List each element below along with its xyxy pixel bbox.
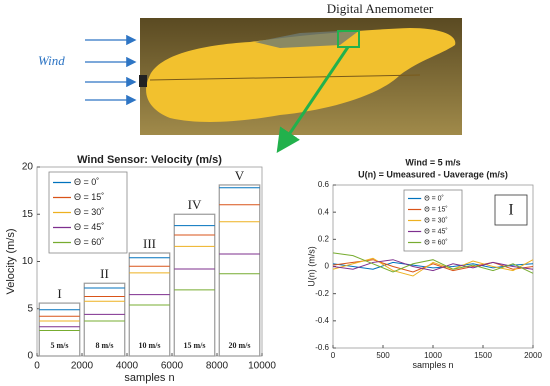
sensor-box [337, 30, 360, 48]
segment-numeral: V [235, 168, 245, 183]
x-tick-label: 2000 [524, 351, 542, 360]
series-line [332, 259, 534, 272]
segment-speed: 10 m/s [139, 341, 161, 350]
legend-label: Θ = 30˚ [424, 216, 448, 224]
x-tick-label: 0 [331, 351, 336, 360]
y-tick-label: 5 [27, 303, 33, 314]
y-tick-label: 0 [27, 351, 33, 362]
y-axis-label: Velocity (m/s) [5, 228, 17, 294]
legend-label: Θ = 30˚ [74, 207, 104, 217]
x-axis-label: samples n [412, 360, 453, 370]
series-line [39, 204, 260, 317]
series-line [332, 261, 534, 270]
x-tick-label: 4000 [116, 361, 139, 372]
y-tick-label: 0.4 [318, 207, 330, 216]
legend-label: Θ = 60˚ [74, 237, 104, 247]
series-line [39, 273, 260, 331]
chart-subtitle: U(n) = Umeasured - Uaverage (m/s) [358, 169, 508, 179]
x-axis-label: samples n [124, 372, 174, 384]
y-tick-label: 0.6 [318, 180, 330, 189]
wind-arrows [85, 34, 137, 106]
segment-box [173, 213, 216, 357]
legend-label: Θ = 45˚ [424, 227, 448, 235]
segment-numeral: II [100, 266, 109, 281]
sensor-label: Digital Anemometer [327, 1, 434, 16]
x-tick-label: 6000 [161, 361, 184, 372]
x-tick-label: 1000 [424, 351, 442, 360]
chart-title: Wind Sensor: Velocity (m/s) [77, 154, 222, 166]
legend-box [48, 171, 128, 254]
series-line [332, 252, 534, 274]
y-axis-label: U(n) (m/s) [307, 246, 317, 287]
legend-label: Θ = 45˚ [74, 222, 104, 232]
y-tick-label: -0.4 [315, 316, 329, 325]
segment-numeral: III [143, 236, 156, 251]
annotation: I [508, 202, 513, 219]
y-tick-label: 0.2 [318, 234, 330, 243]
y-tick-label: 20 [22, 162, 34, 173]
segment-speed: 20 m/s [229, 341, 251, 350]
legend-label: Θ = 60˚ [424, 238, 448, 246]
wind-label: Wind [38, 53, 65, 68]
segment-speed: 8 m/s [96, 341, 114, 350]
segment-speed: 15 m/s [184, 341, 206, 350]
legend-label: Θ = 0˚ [424, 194, 444, 202]
y-tick-label: -0.6 [315, 343, 329, 352]
segment-numeral: IV [188, 197, 202, 212]
legend-label: Θ = 15˚ [424, 205, 448, 213]
segment-box [83, 282, 126, 357]
y-tick-label: 0 [325, 262, 330, 271]
x-tick-label: 1500 [474, 351, 492, 360]
series-line [39, 187, 260, 311]
y-tick-label: 15 [22, 209, 34, 220]
chart-title: Wind = 5 m/s [405, 157, 460, 167]
legend-label: Θ = 15˚ [74, 192, 104, 202]
segment-box [218, 184, 261, 357]
x-tick-label: 500 [376, 351, 390, 360]
segment-speed: 5 m/s [51, 341, 69, 350]
segment-numeral: I [57, 286, 61, 301]
x-tick-label: 2000 [71, 361, 94, 372]
pointer-arrow [276, 46, 350, 153]
series-line [39, 221, 260, 322]
x-tick-label: 10000 [248, 361, 276, 372]
x-tick-label: 0 [34, 361, 40, 372]
legend-label: Θ = 0˚ [74, 177, 99, 187]
annotation-box [494, 194, 528, 226]
series-line [39, 253, 260, 328]
y-tick-label: 10 [22, 256, 34, 267]
y-tick-label: -0.2 [315, 289, 329, 298]
x-tick-label: 8000 [206, 361, 229, 372]
segment-box [38, 302, 81, 357]
